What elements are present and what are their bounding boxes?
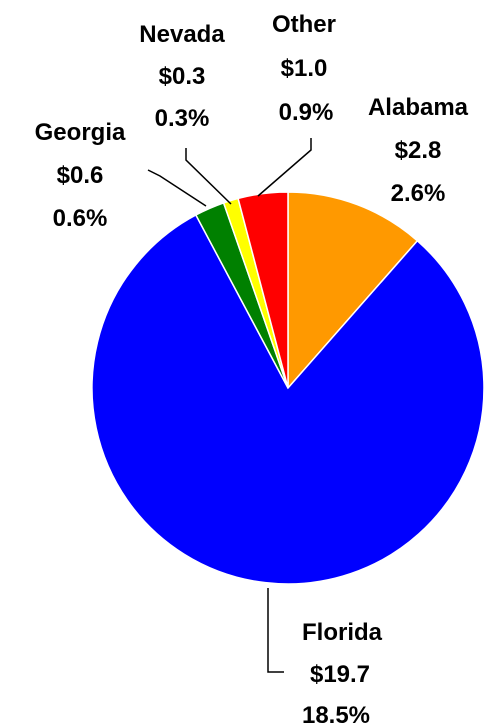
label-other-name: Other [272, 11, 336, 38]
label-florida-value: $19.7 [310, 661, 370, 688]
leader-line-nevada [185, 148, 232, 205]
leader-line-georgia [147, 169, 207, 207]
label-florida-name: Florida [302, 619, 383, 646]
label-florida: Florida $19.7 18.5% [302, 619, 383, 727]
label-other-percent: 0.9% [279, 99, 334, 126]
leader-line-other [257, 138, 312, 197]
label-nevada-name: Nevada [139, 21, 225, 48]
label-alabama: Alabama $2.8 2.6% [368, 94, 469, 207]
pie-slice-alabama [287, 191, 419, 390]
pie-slices [91, 191, 485, 585]
label-alabama-percent: 2.6% [391, 180, 446, 207]
label-nevada-value: $0.3 [159, 63, 206, 90]
pie-slice-florida [91, 213, 485, 585]
label-nevada-percent: 0.3% [155, 105, 210, 132]
leader-line-florida [267, 588, 284, 673]
label-nevada: Nevada $0.3 0.3% [139, 21, 225, 132]
label-other-value: $1.0 [281, 55, 328, 82]
label-georgia-percent: 0.6% [53, 205, 108, 232]
label-florida-percent: 18.5% [302, 702, 370, 727]
label-alabama-name: Alabama [368, 94, 469, 121]
label-georgia-name: Georgia [35, 119, 126, 146]
label-georgia: Georgia $0.6 0.6% [35, 119, 126, 232]
leader-lines [147, 138, 312, 673]
label-georgia-value: $0.6 [57, 162, 104, 189]
pie-slice-other [237, 191, 289, 389]
label-other: Other $1.0 0.9% [272, 11, 336, 126]
label-alabama-value: $2.8 [395, 137, 442, 164]
